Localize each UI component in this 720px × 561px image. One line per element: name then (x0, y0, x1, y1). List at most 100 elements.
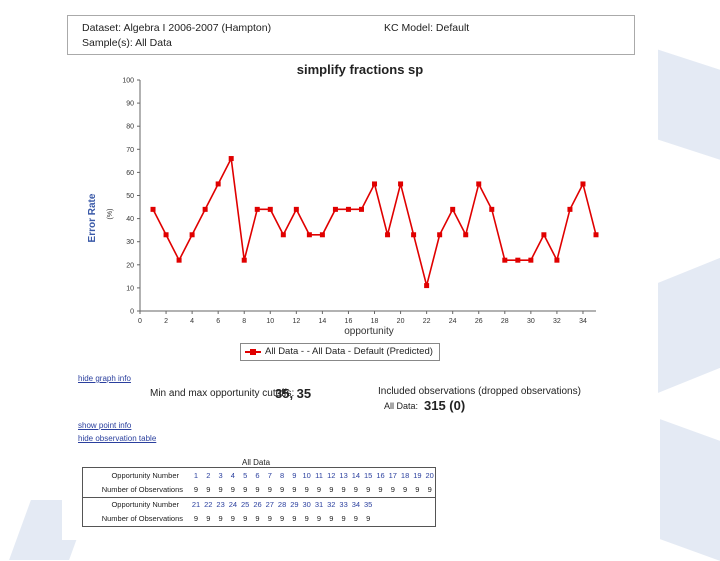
data-point (163, 232, 169, 238)
observation-count-cell: 9 (316, 485, 322, 494)
x-tick-label: 20 (397, 318, 405, 325)
x-tick-label: 2 (164, 318, 168, 325)
opportunity-number-cell: 15 (364, 471, 373, 480)
x-tick-label: 0 (138, 318, 142, 325)
opportunity-number-cell: 28 (277, 500, 287, 509)
hide-graph-info-link[interactable]: hide graph info (78, 374, 131, 383)
opportunity-number-cell: 23 (216, 500, 225, 509)
data-point (176, 257, 182, 263)
data-point (450, 206, 456, 212)
data-point (463, 232, 469, 238)
observation-count-cell: 9 (353, 514, 358, 523)
opportunity-number-cell: 1 (193, 471, 199, 480)
x-tick-label: 24 (449, 318, 457, 325)
data-point (358, 206, 364, 212)
opportunity-number-cell: 35 (364, 500, 373, 509)
opportunity-number-cell: 10 (302, 471, 311, 480)
observation-count-cell: 9 (230, 514, 235, 523)
observation-count-cell: 9 (378, 485, 383, 494)
data-point (385, 232, 391, 238)
table-row: Opportunity Number 1 2 3 4 5 6 7 8 9 10 11 12 13 14 15… (83, 469, 435, 483)
kc-model-label: KC Model: Default (384, 22, 470, 34)
data-point (502, 257, 508, 263)
observation-count-cell: 9 (403, 485, 408, 494)
dataset-info-box: Dataset: Algebra I 2006-2007 (Hampton) K… (67, 15, 635, 55)
data-point (476, 181, 482, 187)
background-shape (655, 255, 720, 395)
x-tick-label: 12 (292, 318, 300, 325)
observation-count-cell: 9 (280, 514, 285, 523)
x-axis-label: opportunity (344, 326, 393, 337)
opportunity-number-cell: 6 (255, 471, 260, 480)
opportunity-number-cell: 16 (376, 471, 385, 480)
data-point (345, 206, 351, 212)
samples-label: Sample(s): All Data (82, 37, 172, 49)
data-point (150, 206, 156, 212)
observation-count-cell: 9 (304, 485, 309, 494)
y-tick-label: 90 (126, 101, 134, 108)
y-tick-label: 60 (126, 170, 134, 177)
opportunity-number-cell: 9 (292, 471, 297, 480)
data-point (411, 232, 417, 238)
opportunity-number-cell: 27 (265, 500, 274, 509)
observation-count-cell: 9 (366, 485, 371, 494)
cutoffs-label: Min and max opportunity cutoffs: (150, 388, 295, 399)
data-point (202, 206, 208, 212)
observation-count-cell: 9 (243, 485, 248, 494)
show-point-info-link[interactable]: show point info (78, 421, 132, 430)
x-tick-label: 16 (345, 318, 353, 325)
opportunity-number-cell: 14 (351, 471, 361, 480)
data-point (306, 232, 312, 238)
data-point (567, 206, 573, 212)
dataset-label: Dataset: Algebra I 2006-2007 (Hampton) (82, 22, 272, 34)
opportunity-number-cell: 17 (388, 471, 397, 480)
observation-count-cell: 9 (292, 514, 297, 523)
x-tick-label: 8 (242, 318, 246, 325)
opportunity-number-cell: 11 (315, 471, 323, 480)
opportunity-number-cell: 20 (425, 471, 434, 480)
observation-table: Opportunity Number 1 2 3 4 5 6 7 8 9 10 11 12 13 14 15… (82, 467, 436, 527)
observation-count-cell: 9 (353, 485, 358, 494)
opportunity-number-cell: 4 (230, 471, 235, 480)
observation-count-cell: 9 (304, 514, 309, 523)
row-label: Number of Observations (101, 485, 183, 494)
opportunity-number-cell: 8 (280, 471, 285, 480)
opportunity-number-cell: 12 (327, 471, 336, 480)
data-point (293, 206, 299, 212)
observation-count-cell: 9 (267, 485, 272, 494)
observation-count-cell: 9 (316, 514, 322, 523)
table-divider (83, 497, 435, 498)
data-point (319, 232, 325, 238)
data-point (372, 181, 378, 187)
observation-count-cell: 9 (218, 485, 223, 494)
observation-count-cell: 9 (206, 514, 211, 523)
data-point (528, 257, 534, 263)
observation-count-cell: 9 (255, 485, 260, 494)
data-point (215, 181, 221, 187)
data-point (398, 181, 404, 187)
x-tick-label: 34 (579, 318, 587, 325)
opportunity-number-cell: 31 (314, 500, 324, 509)
observation-count-cell: 9 (193, 485, 199, 494)
data-point (437, 232, 443, 238)
data-point (593, 232, 599, 238)
row-label: Opportunity Number (111, 500, 179, 509)
observation-count-cell: 9 (415, 485, 420, 494)
opportunity-number-cell: 22 (204, 500, 213, 509)
hide-observation-table-link[interactable]: hide observation table (78, 434, 157, 443)
observations-series-label: All Data: (384, 401, 419, 411)
row-label: Opportunity Number (111, 471, 179, 480)
data-point (489, 206, 495, 212)
opportunity-number-cell: 26 (253, 500, 262, 509)
observation-count-cell: 9 (329, 485, 334, 494)
legend-series-label: All Data - - All Data - Default (Predict… (265, 346, 433, 357)
table-row: Opportunity Number 21 22 23 24 25 26 27 28 29 30 3… (83, 498, 435, 512)
x-tick-label: 14 (319, 318, 327, 325)
y-tick-label: 40 (126, 216, 134, 223)
observation-count-cell: 9 (193, 514, 199, 523)
observations-label: Included observations (dropped observati… (378, 386, 581, 397)
opportunity-number-cell: 5 (243, 471, 248, 480)
data-point (267, 206, 273, 212)
